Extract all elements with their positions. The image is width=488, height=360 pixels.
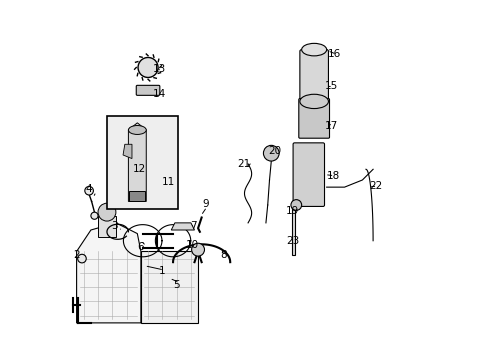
Text: 15: 15	[324, 81, 337, 91]
Text: 13: 13	[153, 64, 166, 74]
Polygon shape	[171, 223, 194, 230]
FancyBboxPatch shape	[299, 50, 328, 100]
Circle shape	[191, 243, 204, 256]
FancyBboxPatch shape	[107, 116, 178, 208]
Text: 14: 14	[153, 89, 166, 99]
Text: 10: 10	[186, 240, 199, 250]
Text: 23: 23	[285, 237, 299, 247]
Polygon shape	[128, 123, 146, 202]
Text: 7: 7	[190, 221, 197, 231]
FancyBboxPatch shape	[292, 143, 324, 206]
Text: 20: 20	[268, 147, 281, 157]
Text: 6: 6	[137, 242, 143, 252]
Circle shape	[290, 200, 301, 210]
Text: 3: 3	[111, 221, 117, 231]
Circle shape	[84, 186, 93, 195]
FancyBboxPatch shape	[136, 85, 160, 95]
FancyBboxPatch shape	[298, 99, 329, 138]
Polygon shape	[77, 223, 141, 323]
Text: 11: 11	[162, 177, 175, 187]
Text: 19: 19	[285, 206, 299, 216]
Text: 21: 21	[237, 159, 250, 169]
Bar	[291, 208, 295, 255]
Text: 12: 12	[133, 164, 146, 174]
Text: 4: 4	[85, 184, 92, 194]
Polygon shape	[123, 144, 132, 158]
Ellipse shape	[128, 126, 146, 134]
Text: 16: 16	[327, 49, 341, 59]
Text: 18: 18	[326, 171, 339, 181]
Circle shape	[78, 254, 86, 263]
Ellipse shape	[301, 43, 326, 56]
Text: 1: 1	[159, 266, 165, 276]
Polygon shape	[141, 251, 198, 323]
Polygon shape	[98, 216, 116, 237]
Text: 17: 17	[324, 121, 337, 131]
Circle shape	[263, 145, 279, 161]
Circle shape	[98, 203, 116, 221]
Text: 5: 5	[173, 280, 180, 290]
Circle shape	[138, 58, 158, 77]
Text: 2: 2	[73, 250, 80, 260]
Text: 22: 22	[368, 181, 382, 192]
Text: 8: 8	[220, 250, 226, 260]
Text: 9: 9	[202, 199, 208, 209]
Polygon shape	[129, 191, 145, 202]
Circle shape	[91, 212, 98, 219]
Ellipse shape	[299, 94, 328, 109]
